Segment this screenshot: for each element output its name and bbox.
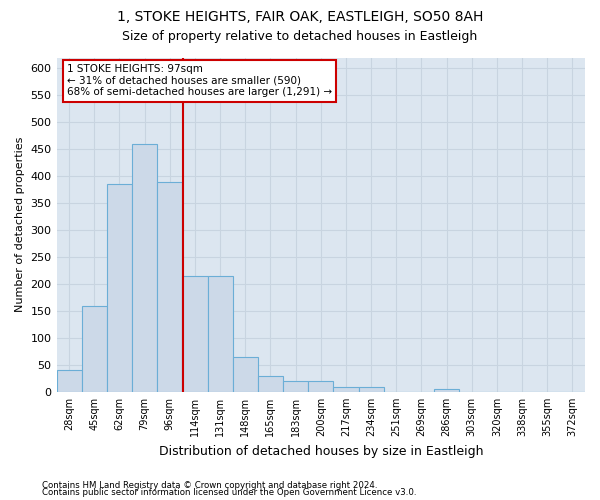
- Bar: [308, 381, 334, 392]
- Bar: [359, 386, 383, 392]
- Bar: [107, 184, 132, 392]
- Text: Size of property relative to detached houses in Eastleigh: Size of property relative to detached ho…: [122, 30, 478, 43]
- Bar: [434, 389, 459, 392]
- Bar: [283, 381, 308, 392]
- Bar: [132, 144, 157, 392]
- Bar: [233, 357, 258, 392]
- Bar: [334, 386, 359, 392]
- Bar: [182, 276, 208, 392]
- Text: 1 STOKE HEIGHTS: 97sqm
← 31% of detached houses are smaller (590)
68% of semi-de: 1 STOKE HEIGHTS: 97sqm ← 31% of detached…: [67, 64, 332, 98]
- X-axis label: Distribution of detached houses by size in Eastleigh: Distribution of detached houses by size …: [158, 444, 483, 458]
- Bar: [258, 376, 283, 392]
- Y-axis label: Number of detached properties: Number of detached properties: [15, 137, 25, 312]
- Bar: [56, 370, 82, 392]
- Text: 1, STOKE HEIGHTS, FAIR OAK, EASTLEIGH, SO50 8AH: 1, STOKE HEIGHTS, FAIR OAK, EASTLEIGH, S…: [117, 10, 483, 24]
- Text: Contains HM Land Registry data © Crown copyright and database right 2024.: Contains HM Land Registry data © Crown c…: [42, 480, 377, 490]
- Text: Contains public sector information licensed under the Open Government Licence v3: Contains public sector information licen…: [42, 488, 416, 497]
- Bar: [157, 182, 182, 392]
- Bar: [82, 306, 107, 392]
- Bar: [208, 276, 233, 392]
